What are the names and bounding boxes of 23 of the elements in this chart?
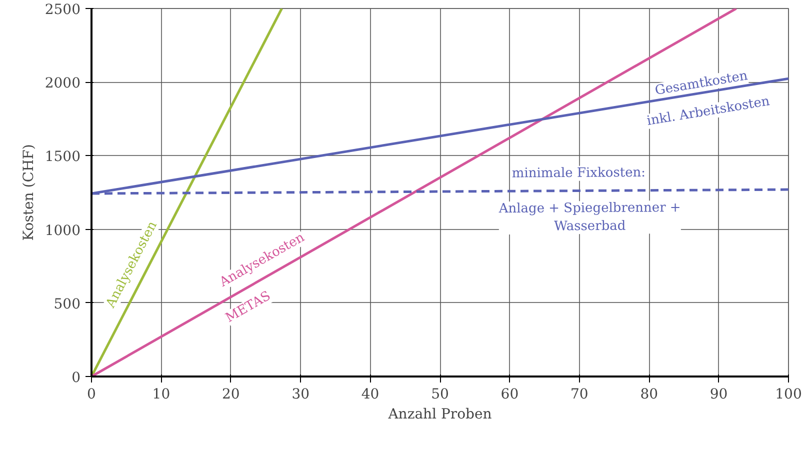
y-tick-label: 500: [54, 296, 81, 312]
annotation: inkl. Arbeitskosten: [646, 94, 772, 130]
x-tick-label: 20: [222, 386, 240, 402]
x-tick-label: 30: [292, 386, 310, 402]
x-tick-label: 90: [710, 386, 728, 402]
x-axis-title: Anzahl Proben: [387, 406, 492, 422]
annotation: Anlage + Spiegelbrenner + Wasserbad: [498, 200, 681, 234]
y-tick-label: 2500: [44, 2, 81, 18]
x-tick-label: 80: [640, 386, 658, 402]
y-tick-label: 1000: [44, 222, 81, 239]
x-tick-label: 10: [152, 386, 170, 402]
y-tick-label: 1500: [44, 149, 81, 166]
y-tick-label: 2000: [44, 76, 81, 92]
x-tick-label: 50: [431, 386, 449, 402]
x-tick-label: 0: [87, 386, 96, 402]
x-tick-label: 40: [361, 386, 380, 402]
x-tick-label: 60: [500, 386, 519, 402]
y-tick-label: 0: [72, 370, 81, 386]
annotation: Gesamtkosten: [654, 68, 750, 99]
x-tick-label: 70: [570, 386, 588, 402]
x-tick-label: 100: [775, 386, 802, 402]
y-axis-title: Kosten (CHF): [20, 144, 37, 241]
annotation: minimale Fixkosten:: [512, 165, 646, 182]
